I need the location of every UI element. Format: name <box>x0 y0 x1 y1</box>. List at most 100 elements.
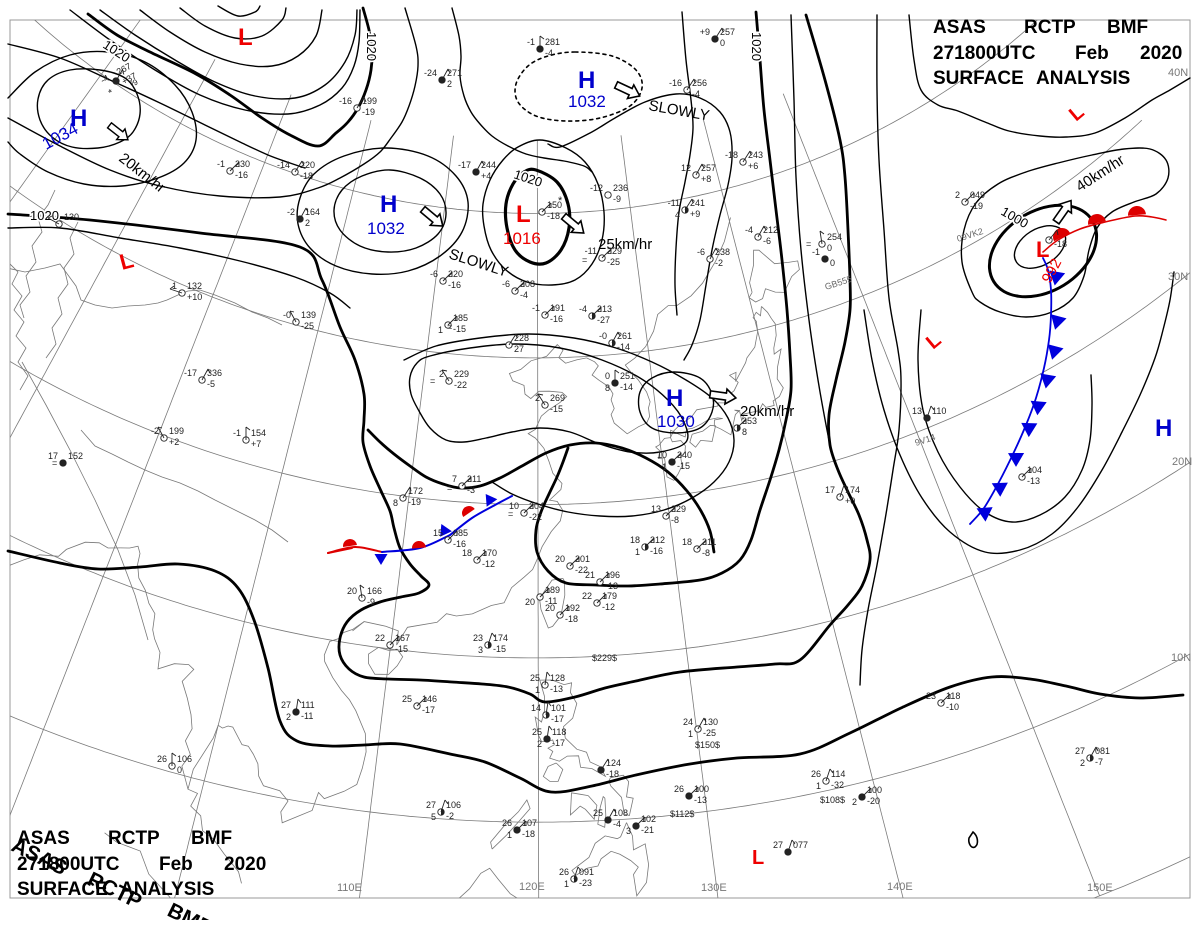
svg-text:150E: 150E <box>1087 882 1113 894</box>
svg-text:-20: -20 <box>867 796 880 806</box>
svg-text:-18: -18 <box>1054 239 1067 249</box>
svg-text:-25: -25 <box>703 728 716 738</box>
svg-text:150: 150 <box>547 200 562 210</box>
svg-text:7: 7 <box>452 474 457 484</box>
svg-text:220: 220 <box>448 269 463 279</box>
svg-text:118: 118 <box>946 691 960 701</box>
svg-text:336: 336 <box>207 368 222 378</box>
svg-text:-9: -9 <box>367 597 375 607</box>
svg-text:-17: -17 <box>184 368 197 378</box>
svg-text:L: L <box>1036 237 1049 262</box>
svg-text:196: 196 <box>605 570 620 580</box>
svg-text:20: 20 <box>545 603 555 613</box>
svg-text:139: 139 <box>301 310 316 320</box>
svg-text:=: = <box>806 239 811 249</box>
svg-text:164: 164 <box>305 207 320 217</box>
svg-text:27: 27 <box>514 344 524 354</box>
svg-text:-9: -9 <box>613 194 621 204</box>
svg-text:+2: +2 <box>169 437 179 447</box>
svg-text:23: 23 <box>473 633 483 643</box>
svg-text:-16: -16 <box>448 280 461 290</box>
svg-text:-8: -8 <box>702 548 710 558</box>
svg-text:2: 2 <box>305 218 310 228</box>
svg-text:25: 25 <box>530 673 540 683</box>
svg-text:26: 26 <box>502 818 512 828</box>
svg-text:-18: -18 <box>522 829 535 839</box>
svg-text:191: 191 <box>550 303 565 313</box>
svg-text:+9: +9 <box>700 27 710 37</box>
svg-text:20: 20 <box>347 586 357 596</box>
svg-text:-19: -19 <box>408 497 421 507</box>
svg-text:20km/hr: 20km/hr <box>740 403 794 420</box>
svg-text:13: 13 <box>651 504 661 514</box>
svg-text:-18: -18 <box>547 211 560 221</box>
svg-text:17: 17 <box>48 451 58 461</box>
svg-text:18: 18 <box>462 548 472 558</box>
svg-text:H: H <box>1155 415 1172 442</box>
svg-text:-18: -18 <box>300 171 313 181</box>
svg-text:132: 132 <box>187 281 202 291</box>
svg-text:-6: -6 <box>697 247 705 257</box>
svg-text:22: 22 <box>375 633 385 643</box>
svg-text:-16: -16 <box>453 539 466 549</box>
svg-text:130: 130 <box>703 717 718 727</box>
svg-text:H: H <box>70 105 87 132</box>
svg-text:085: 085 <box>453 528 468 538</box>
svg-text:236: 236 <box>613 183 628 193</box>
svg-text:+10: +10 <box>187 292 202 302</box>
svg-text:3: 3 <box>626 826 631 836</box>
svg-text:8: 8 <box>393 498 398 508</box>
svg-text:244: 244 <box>481 160 496 170</box>
svg-text:238: 238 <box>715 247 730 257</box>
svg-text:-24: -24 <box>424 68 437 78</box>
svg-text:-16: -16 <box>650 546 663 556</box>
svg-text:20N: 20N <box>1172 456 1192 468</box>
svg-text:-11: -11 <box>301 711 313 721</box>
svg-text:212: 212 <box>763 225 778 235</box>
svg-text:281: 281 <box>545 37 560 47</box>
svg-text:108: 108 <box>613 808 628 818</box>
svg-text:-14: -14 <box>277 160 290 170</box>
svg-text:077: 077 <box>793 840 808 850</box>
svg-text:2: 2 <box>535 393 540 403</box>
svg-text:-13: -13 <box>1027 476 1040 486</box>
svg-text:1: 1 <box>535 685 540 695</box>
svg-text:5: 5 <box>431 812 436 822</box>
svg-text:212: 212 <box>650 535 665 545</box>
svg-text:-17: -17 <box>552 738 565 748</box>
svg-text:0: 0 <box>177 765 182 775</box>
svg-text:-4: -4 <box>692 89 700 99</box>
svg-text:-13: -13 <box>694 795 707 805</box>
svg-text:1032: 1032 <box>568 92 606 111</box>
svg-text:25: 25 <box>532 727 542 737</box>
svg-text:-16: -16 <box>669 78 682 88</box>
svg-text:BMF: BMF <box>1107 17 1148 38</box>
svg-text:110: 110 <box>932 406 946 416</box>
svg-text:2: 2 <box>447 79 452 89</box>
svg-text:13: 13 <box>912 406 922 416</box>
svg-text:2: 2 <box>1080 758 1085 768</box>
svg-text:-18: -18 <box>606 769 619 779</box>
svg-text:179: 179 <box>602 591 617 601</box>
svg-text:220: 220 <box>300 160 315 170</box>
svg-text:100: 100 <box>867 785 882 795</box>
svg-text:154: 154 <box>251 428 266 438</box>
svg-text:-17: -17 <box>551 714 564 724</box>
svg-text:25: 25 <box>402 694 412 704</box>
svg-text:-25: -25 <box>301 321 314 331</box>
svg-text:$229$: $229$ <box>592 653 617 663</box>
svg-text:253: 253 <box>742 416 757 426</box>
svg-text:+8: +8 <box>701 174 711 184</box>
svg-text:8: 8 <box>605 383 610 393</box>
svg-text:-2: -2 <box>715 258 723 268</box>
svg-text:-17: -17 <box>422 705 435 715</box>
svg-text:27: 27 <box>1075 746 1085 756</box>
svg-text:*: * <box>107 87 116 99</box>
svg-text:-14: -14 <box>620 382 633 392</box>
svg-text:17: 17 <box>825 485 835 495</box>
svg-text:0: 0 <box>827 243 832 253</box>
svg-text:0: 0 <box>605 371 610 381</box>
svg-text:-10: -10 <box>946 702 959 712</box>
svg-text:271800UTC: 271800UTC <box>17 854 120 875</box>
svg-text:Feb: Feb <box>1075 43 1109 64</box>
